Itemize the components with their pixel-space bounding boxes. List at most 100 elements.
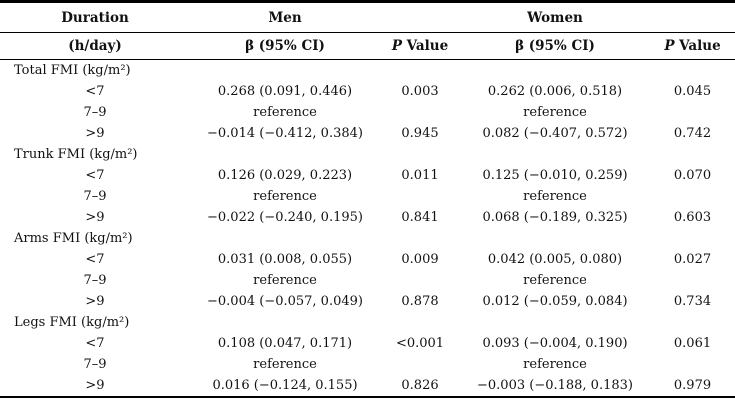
section-title-row: Legs FMI (kg/m²) <box>0 312 735 333</box>
cell-men-p: 0.841 <box>401 210 439 225</box>
cell-men-p: <0.001 <box>395 336 445 351</box>
cell-women-beta: 0.262 (0.006, 0.518) <box>487 84 623 99</box>
col-header-men-beta-ci: β (95% CI) <box>190 32 380 60</box>
section-title-row: Arms FMI (kg/m²) <box>0 228 735 249</box>
cell-women-beta: 0.093 (−0.004, 0.190) <box>482 336 628 351</box>
cell-men-beta: 0.126 (0.029, 0.223) <box>217 168 353 183</box>
cell-men-p: 0.826 <box>401 378 439 393</box>
cell-women-beta: reference <box>523 357 587 372</box>
cell-duration: <7 <box>85 252 105 267</box>
cell-duration: 7–9 <box>83 357 107 372</box>
cell-women-p <box>650 270 735 291</box>
cell-men-beta: 0.268 (0.091, 0.446) <box>217 84 353 99</box>
header-spacer-men-p <box>380 1 460 33</box>
cell-men-p <box>380 186 460 207</box>
cell-women-beta: 0.042 (0.005, 0.080) <box>487 252 623 267</box>
empty-cell <box>380 312 460 333</box>
cell-men-beta: −0.022 (−0.240, 0.195) <box>207 210 363 225</box>
empty-cell <box>650 144 735 165</box>
cell-women-beta: reference <box>523 189 587 204</box>
table-row: <7 0.108 (0.047, 0.171) <0.001 0.093 (−0… <box>0 333 735 354</box>
cell-women-beta: reference <box>523 273 587 288</box>
cell-women-p <box>650 102 735 123</box>
cell-men-p <box>380 270 460 291</box>
section-title-row: Total FMI (kg/m²) <box>0 60 735 82</box>
cell-women-p: 0.070 <box>673 168 712 183</box>
cell-men-beta: reference <box>253 273 317 288</box>
cell-women-p: 0.027 <box>673 252 712 267</box>
col-header-men-p-value: P Value <box>380 32 460 60</box>
table-row: 7–9 reference reference <box>0 186 735 207</box>
cell-men-beta: reference <box>253 357 317 372</box>
cell-men-p: 0.011 <box>401 168 439 183</box>
empty-cell <box>460 144 650 165</box>
cell-men-beta: 0.016 (−0.124, 0.155) <box>212 378 358 393</box>
cell-women-p: 0.061 <box>673 336 712 351</box>
empty-cell <box>650 60 735 82</box>
p-label: P <box>391 38 402 54</box>
table-row: <7 0.126 (0.029, 0.223) 0.011 0.125 (−0.… <box>0 165 735 186</box>
table-row: <7 0.031 (0.008, 0.055) 0.009 0.042 (0.0… <box>0 249 735 270</box>
cell-men-beta: −0.004 (−0.057, 0.049) <box>207 294 363 309</box>
cell-men-p: 0.009 <box>401 252 439 267</box>
section-title-trunk-fmi: Trunk FMI (kg/m²) <box>14 147 138 162</box>
empty-cell <box>650 228 735 249</box>
cell-women-p: 0.734 <box>673 294 712 309</box>
cell-women-beta: reference <box>523 105 587 120</box>
table-row: >9 −0.014 (−0.412, 0.384) 0.945 0.082 (−… <box>0 123 735 144</box>
table-row: <7 0.268 (0.091, 0.446) 0.003 0.262 (0.0… <box>0 81 735 102</box>
p-label: P <box>664 38 675 54</box>
col-header-men: Men <box>190 1 380 33</box>
cell-men-p <box>380 354 460 375</box>
col-header-women-p-value: P Value <box>650 32 735 60</box>
cell-men-p <box>380 102 460 123</box>
empty-cell <box>380 60 460 82</box>
empty-cell <box>380 228 460 249</box>
table-row: >9 −0.004 (−0.057, 0.049) 0.878 0.012 (−… <box>0 291 735 312</box>
cell-women-p <box>650 186 735 207</box>
cell-women-beta: −0.003 (−0.188, 0.183) <box>477 378 633 393</box>
section-title-total-fmi: Total FMI (kg/m²) <box>14 63 131 78</box>
cell-duration: 7–9 <box>83 189 107 204</box>
cell-duration: >9 <box>85 126 105 141</box>
cell-men-beta: 0.108 (0.047, 0.171) <box>217 336 353 351</box>
empty-cell <box>460 60 650 82</box>
cell-men-beta: reference <box>253 105 317 120</box>
cell-women-beta: 0.068 (−0.189, 0.325) <box>482 210 628 225</box>
col-header-duration-unit: (h/day) <box>0 32 190 60</box>
cell-men-p: 0.003 <box>401 84 439 99</box>
cell-women-beta: 0.082 (−0.407, 0.572) <box>482 126 628 141</box>
table-row: 7–9 reference reference <box>0 270 735 291</box>
cell-duration: >9 <box>85 210 105 225</box>
cell-women-p: 0.603 <box>673 210 712 225</box>
cell-duration: <7 <box>85 84 105 99</box>
cell-duration: >9 <box>85 378 105 393</box>
empty-cell <box>190 60 380 82</box>
cell-duration: <7 <box>85 336 105 351</box>
cell-duration: >9 <box>85 294 105 309</box>
cell-duration: 7–9 <box>83 105 107 120</box>
cell-men-beta: reference <box>253 189 317 204</box>
cell-men-beta: −0.014 (−0.412, 0.384) <box>207 126 363 141</box>
header-spacer-women-p <box>650 1 735 33</box>
cell-men-beta: 0.031 (0.008, 0.055) <box>217 252 353 267</box>
cell-men-p: 0.878 <box>401 294 439 309</box>
results-table-container: Duration Men Women (h/day) β (95% CI) P … <box>0 0 735 398</box>
empty-cell <box>380 144 460 165</box>
value-label: Value <box>679 38 721 54</box>
col-header-women: Women <box>460 1 650 33</box>
empty-cell <box>190 312 380 333</box>
table-row: >9 0.016 (−0.124, 0.155) 0.826 −0.003 (−… <box>0 375 735 397</box>
section-title-legs-fmi: Legs FMI (kg/m²) <box>14 315 130 330</box>
cell-duration: 7–9 <box>83 273 107 288</box>
empty-cell <box>650 312 735 333</box>
section-title-row: Trunk FMI (kg/m²) <box>0 144 735 165</box>
col-header-women-beta-ci: β (95% CI) <box>460 32 650 60</box>
empty-cell <box>190 144 380 165</box>
cell-men-p: 0.945 <box>401 126 439 141</box>
cell-women-p <box>650 354 735 375</box>
empty-cell <box>190 228 380 249</box>
table-row: 7–9 reference reference <box>0 354 735 375</box>
empty-cell <box>460 228 650 249</box>
cell-women-beta: 0.012 (−0.059, 0.084) <box>482 294 628 309</box>
